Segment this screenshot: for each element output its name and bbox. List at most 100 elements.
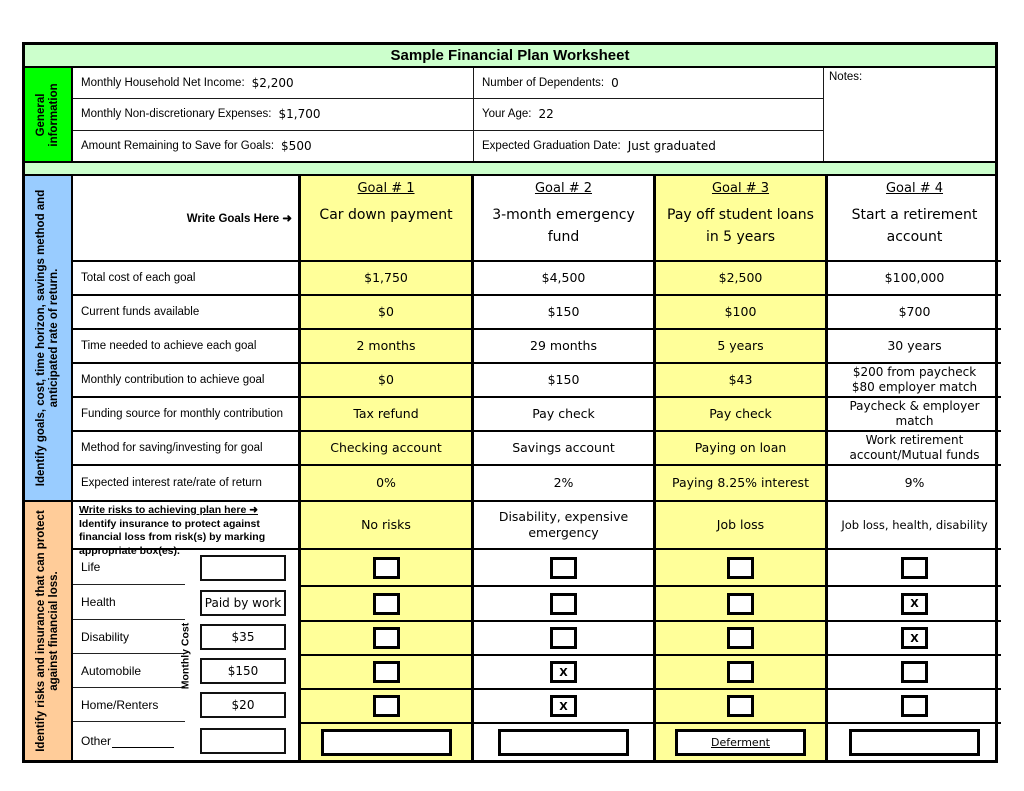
disability-goal2-checkbox[interactable] [550, 627, 577, 649]
home-renters-goal2-checkbox[interactable]: X [550, 695, 577, 717]
row-label: Funding source for monthly contribution [73, 398, 298, 432]
goal-value-cell[interactable]: Paying on loan [653, 432, 825, 466]
life-goal3-checkbox[interactable] [727, 556, 754, 579]
other-cost-box[interactable] [200, 728, 286, 754]
health-goal1-checkbox[interactable] [372, 592, 400, 615]
goal-value-cell[interactable]: Paycheck & employer match [825, 398, 1001, 432]
goal-value-cell[interactable]: 2% [471, 466, 653, 500]
goal4-header-cell[interactable]: Goal # 4 Start a retirement account [825, 176, 1001, 262]
automobile-goal1-checkbox[interactable] [372, 661, 400, 683]
goal2-header: Goal # 2 [534, 181, 593, 196]
other-goal2-box[interactable] [498, 728, 629, 756]
dependents-label: Number of Dependents: [482, 77, 605, 90]
goal-value-cell[interactable]: $0 [298, 296, 471, 330]
risk-value-cell[interactable]: Job loss, health, disability [825, 502, 1001, 550]
goal-value-cell[interactable]: Checking account [298, 432, 471, 466]
goal3-header: Goal # 3 [711, 181, 770, 196]
home-renters-goal3-checkbox[interactable] [727, 695, 754, 717]
goal-value-cell[interactable]: 2 months [298, 330, 471, 364]
automobile-goal4-checkbox[interactable] [901, 661, 928, 683]
home-renters-goal1-checkbox[interactable] [372, 695, 400, 717]
expenses-value[interactable]: $1,700 [278, 107, 321, 122]
health-cost-box[interactable]: Paid by work [200, 589, 286, 616]
goal-value-cell[interactable]: 9% [825, 466, 1001, 500]
goal-value-cell[interactable]: $150 [471, 364, 653, 398]
checkbox-cell [653, 688, 825, 722]
health-goal4-checkbox[interactable]: X [901, 592, 928, 615]
risk-value-cell[interactable]: Disability, expensive emergency [471, 502, 653, 550]
goal-value-cell[interactable]: $43 [653, 364, 825, 398]
goal-value-cell[interactable]: Paying 8.25% interest [653, 466, 825, 500]
checkbox-cell [298, 688, 471, 722]
checkbox-cell [825, 654, 1001, 688]
health-goal3-checkbox[interactable] [727, 592, 754, 615]
life-goal1-checkbox[interactable] [372, 556, 400, 579]
other-goal3-box[interactable]: Deferment [675, 728, 806, 756]
goal-value-cell[interactable]: $200 from paycheck $80 employer match [825, 364, 1001, 398]
dependents-value[interactable]: 0 [611, 76, 619, 91]
home-renters-cost-box[interactable]: $20 [200, 692, 286, 718]
goal-value-cell[interactable]: $1,750 [298, 262, 471, 296]
life-goal4-checkbox[interactable] [901, 556, 928, 579]
goal-value-cell[interactable]: $2,500 [653, 262, 825, 296]
goal3-header-cell[interactable]: Goal # 3 Pay off student loans in 5 year… [653, 176, 825, 262]
dependents-field[interactable]: Number of Dependents: 0 [473, 68, 823, 99]
checkbox-cell [298, 620, 471, 654]
goal-value-cell[interactable]: $700 [825, 296, 1001, 330]
row-label: Total cost of each goal [73, 262, 298, 296]
other-goal4-box[interactable] [849, 728, 980, 756]
goal2-name[interactable]: 3-month emergency fund [492, 207, 635, 245]
goal3-name[interactable]: Pay off student loans in 5 years [667, 207, 814, 245]
disability-goal3-checkbox[interactable] [727, 627, 754, 649]
goal-value-cell[interactable]: $150 [471, 296, 653, 330]
goal4-name[interactable]: Start a retirement account [851, 207, 978, 245]
goal-value-cell[interactable]: $100,000 [825, 262, 1001, 296]
goal-value-cell[interactable]: Pay check [653, 398, 825, 432]
goal1-header-cell[interactable]: Goal # 1 Car down payment [298, 176, 471, 262]
goal-value-cell[interactable]: Pay check [471, 398, 653, 432]
info-row: Monthly Non-discretionary Expenses: $1,7… [73, 99, 823, 131]
home-renters-goal4-checkbox[interactable] [901, 695, 928, 717]
goal-value-cell[interactable]: Savings account [471, 432, 653, 466]
other-underline [112, 734, 175, 748]
goal-value-cell[interactable]: Work retirement account/Mutual funds [825, 432, 1001, 466]
health-goal2-checkbox[interactable] [550, 592, 577, 615]
home-renters-label: Home/Renters [73, 688, 185, 722]
notes-cell[interactable]: Notes: [823, 68, 995, 161]
risk-value-cell[interactable]: Job loss [653, 502, 825, 550]
checkbox-cell [825, 550, 1001, 585]
life-label: Life [73, 550, 185, 585]
disability-goal1-checkbox[interactable] [372, 627, 400, 649]
age-label: Your Age: [482, 108, 532, 121]
life-goal2-checkbox[interactable] [550, 556, 577, 579]
net-income-value[interactable]: $2,200 [251, 76, 294, 91]
graduation-date-field[interactable]: Expected Graduation Date: Just graduated [473, 130, 823, 161]
goal-value-cell[interactable]: 29 months [471, 330, 653, 364]
info-row: Amount Remaining to Save for Goals: $500… [73, 130, 823, 161]
goal-value-cell[interactable]: 0% [298, 466, 471, 500]
checkbox-cell: X [471, 654, 653, 688]
goal2-header-cell[interactable]: Goal # 2 3-month emergency fund [471, 176, 653, 262]
risk-value-cell[interactable]: No risks [298, 502, 471, 550]
disability-cost-box[interactable]: $35 [200, 624, 286, 650]
goal-value-cell[interactable]: $4,500 [471, 262, 653, 296]
goal-value-cell[interactable]: $0 [298, 364, 471, 398]
automobile-goal3-checkbox[interactable] [727, 661, 754, 683]
expenses-field[interactable]: Monthly Non-discretionary Expenses: $1,7… [73, 99, 473, 129]
automobile-goal2-checkbox[interactable]: X [550, 661, 577, 683]
disability-goal4-checkbox[interactable]: X [901, 627, 928, 649]
other-goal1-box[interactable] [320, 728, 452, 756]
life-cost-box[interactable] [200, 554, 286, 581]
savings-remaining-field[interactable]: Amount Remaining to Save for Goals: $500 [73, 131, 473, 161]
goal-value-cell[interactable]: 30 years [825, 330, 1001, 364]
goal-value-cell[interactable]: Tax refund [298, 398, 471, 432]
age-value[interactable]: 22 [538, 107, 554, 122]
goal1-name[interactable]: Car down payment [319, 207, 453, 223]
goal-value-cell[interactable]: $100 [653, 296, 825, 330]
graduation-date-value[interactable]: Just graduated [627, 138, 716, 153]
net-income-field[interactable]: Monthly Household Net Income: $2,200 [73, 68, 473, 98]
age-field[interactable]: Your Age: 22 [473, 99, 823, 130]
savings-remaining-value[interactable]: $500 [281, 138, 312, 153]
automobile-cost-box[interactable]: $150 [200, 658, 286, 684]
goal-value-cell[interactable]: 5 years [653, 330, 825, 364]
